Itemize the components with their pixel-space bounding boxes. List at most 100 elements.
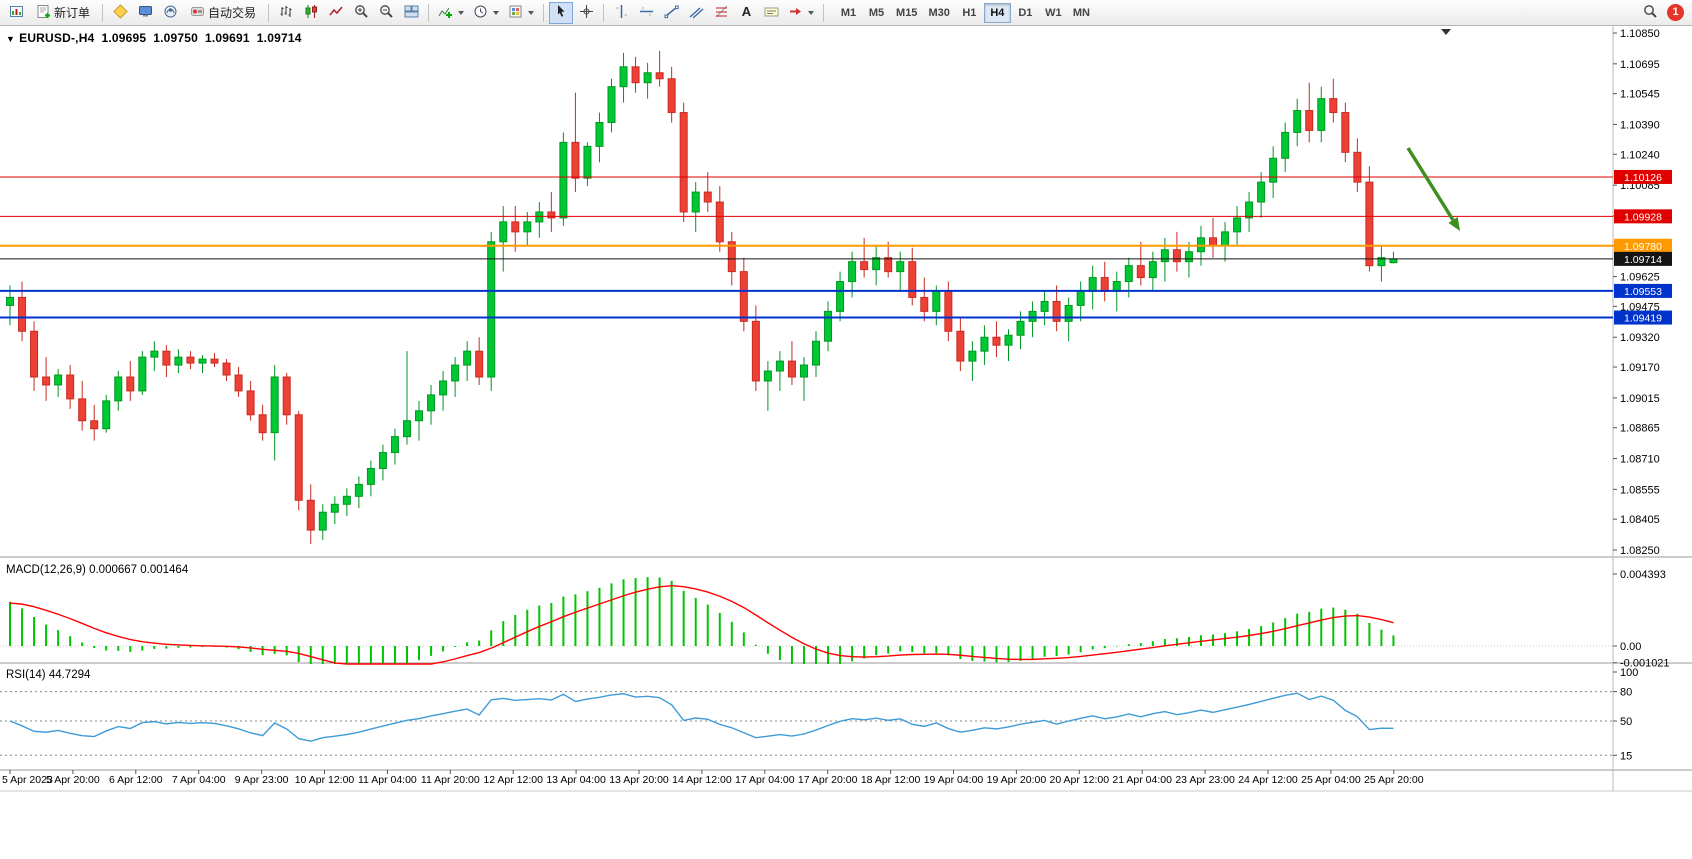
trendline-icon — [664, 4, 679, 22]
annotation-arrow[interactable] — [1406, 147, 1460, 231]
toolbar-separator — [543, 3, 545, 22]
svg-text:1.08710: 1.08710 — [1620, 454, 1660, 466]
text-label-button[interactable] — [759, 2, 783, 24]
indicators-button[interactable] — [434, 2, 468, 24]
line-chart-button[interactable] — [324, 2, 348, 24]
new-order-icon — [36, 4, 51, 22]
zoom-out-icon — [379, 4, 394, 22]
text-button[interactable]: A — [734, 2, 758, 24]
timeframe-group: M1 M5 M15 M30 H1 H4 D1 W1 MN — [835, 2, 1095, 23]
search-icon — [1643, 4, 1658, 22]
arrows-icon — [788, 4, 803, 22]
timeframe-m30[interactable]: M30 — [923, 3, 954, 23]
terminal-button[interactable] — [133, 2, 157, 24]
new-order-label: 新订单 — [54, 6, 91, 20]
svg-text:1.08250: 1.08250 — [1620, 545, 1660, 557]
zoom-out-button[interactable] — [374, 2, 398, 24]
svg-text:1.09170: 1.09170 — [1620, 362, 1660, 374]
timeframe-m5[interactable]: M5 — [863, 3, 890, 23]
price-tag — [1614, 283, 1672, 298]
svg-text:5 Apr 2023: 5 Apr 2023 — [2, 774, 53, 786]
svg-text:17 Apr 20:00: 17 Apr 20:00 — [798, 774, 858, 786]
chart-shift-marker — [1441, 29, 1451, 35]
macd-axis[interactable]: 0.004393 0.00 -0.001021 — [1613, 569, 1670, 670]
svg-text:-0.001021: -0.001021 — [1620, 658, 1670, 670]
timeframe-m1[interactable]: M1 — [835, 3, 862, 23]
cursor-icon — [554, 4, 569, 22]
svg-text:1.08405: 1.08405 — [1620, 514, 1660, 526]
svg-text:0.004393: 0.004393 — [1620, 569, 1666, 581]
svg-text:21 Apr 04:00: 21 Apr 04:00 — [1112, 774, 1172, 786]
new-chart-button[interactable] — [4, 2, 28, 24]
timeframe-h1[interactable]: H1 — [956, 3, 983, 23]
macd-signal-line — [9, 584, 1394, 665]
chevron-down-icon — [458, 10, 465, 15]
fibonacci-icon — [714, 4, 729, 22]
svg-text:19 Apr 20:00: 19 Apr 20:00 — [987, 774, 1047, 786]
channel-button[interactable] — [684, 2, 708, 24]
metaeditor-button[interactable] — [108, 2, 132, 24]
new-chart-icon — [9, 4, 24, 22]
bar-chart-button[interactable] — [274, 2, 298, 24]
search-button[interactable] — [1638, 2, 1662, 24]
quote-low: 1.09691 — [205, 31, 250, 45]
quote-high: 1.09750 — [153, 31, 199, 45]
chart-canvas[interactable]: ▼ EURUSD-,H4 1.09695 1.09750 1.09691 1.09714 … — [0, 26, 1692, 854]
templates-icon — [508, 4, 523, 22]
crosshair-button[interactable] — [574, 2, 598, 24]
tile-windows-button[interactable] — [399, 2, 423, 24]
macd-indicator-label: MACD(12,26,9) 0.000667 0.001464 — [6, 564, 189, 576]
periods-button[interactable] — [469, 2, 503, 24]
zoom-in-button[interactable] — [349, 2, 373, 24]
timeframe-d1[interactable]: D1 — [1012, 3, 1039, 23]
svg-text:23 Apr 23:00: 23 Apr 23:00 — [1175, 774, 1235, 786]
chart-svg[interactable]: 1.108501.106951.105451.103901.102401.100… — [0, 26, 1692, 854]
bar-chart-icon — [279, 4, 294, 22]
svg-text:100: 100 — [1620, 667, 1638, 679]
svg-text:17 Apr 04:00: 17 Apr 04:00 — [735, 774, 795, 786]
notification-badge[interactable]: 1 — [1667, 4, 1684, 21]
one-click-trading-arrow-icon[interactable]: ▼ — [6, 34, 16, 44]
price-tag — [1614, 169, 1672, 184]
svg-text:0.00: 0.00 — [1620, 641, 1641, 653]
candlestick-chart-button[interactable] — [299, 2, 323, 24]
timeframe-m15[interactable]: M15 — [891, 3, 922, 23]
svg-text:25 Apr 04:00: 25 Apr 04:00 — [1301, 774, 1361, 786]
rsi-axis[interactable]: 100 80 50 15 — [1613, 667, 1638, 762]
autotrading-button[interactable]: 自动交易 — [183, 2, 263, 24]
svg-text:9 Apr 23:00: 9 Apr 23:00 — [235, 774, 289, 786]
price-tag — [1614, 238, 1672, 253]
arrows-button[interactable] — [784, 2, 818, 24]
horizontal-line-button[interactable] — [634, 2, 658, 24]
timeframe-w1[interactable]: W1 — [1040, 3, 1067, 23]
timeframe-h4[interactable]: H4 — [983, 2, 1011, 23]
indicators-icon — [438, 4, 453, 22]
svg-text:1.10545: 1.10545 — [1620, 89, 1660, 101]
vertical-line-button[interactable] — [609, 2, 633, 24]
price-tag — [1614, 251, 1672, 266]
svg-text:1.09320: 1.09320 — [1620, 332, 1660, 344]
quote-open: 1.09695 — [101, 31, 147, 45]
timeframe-mn[interactable]: MN — [1068, 3, 1095, 23]
toolbar-separator — [268, 3, 270, 22]
price-tag — [1614, 310, 1672, 325]
horizontal-line-icon — [639, 4, 654, 22]
vertical-line-icon — [614, 4, 629, 22]
new-order-button[interactable]: 新订单 — [29, 2, 97, 24]
trendline-button[interactable] — [659, 2, 683, 24]
svg-text:1.10390: 1.10390 — [1620, 119, 1660, 131]
chevron-down-icon — [528, 10, 535, 15]
text-label-icon — [764, 4, 779, 22]
cursor-button[interactable] — [549, 1, 574, 24]
svg-text:25 Apr 20:00: 25 Apr 20:00 — [1364, 774, 1424, 786]
autotrading-label: 自动交易 — [208, 6, 257, 20]
toolbar: 新订单 自动交易 A M1 M5 M15 M30 H1 H4 D1 W1 MN … — [0, 0, 1692, 26]
market-watch-button[interactable] — [158, 2, 182, 24]
svg-text:1.09475: 1.09475 — [1620, 301, 1660, 313]
crosshair-icon — [579, 4, 594, 22]
chart-header: ▼ EURUSD-,H4 1.09695 1.09750 1.09691 1.09714 — [6, 31, 309, 45]
fibonacci-button[interactable] — [709, 2, 733, 24]
templates-button[interactable] — [504, 2, 538, 24]
